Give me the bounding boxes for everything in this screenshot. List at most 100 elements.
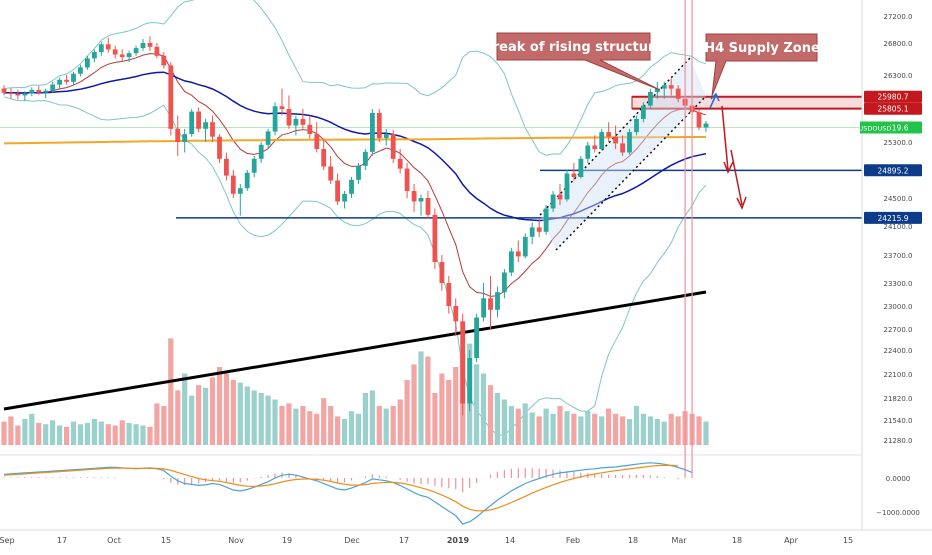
candle-body: [85, 58, 90, 68]
price-tick-label: 21820.0: [884, 395, 913, 403]
volume-bar: [265, 395, 271, 445]
volume-bar: [126, 422, 132, 445]
volume-bar: [362, 393, 368, 445]
volume-bar: [147, 426, 153, 445]
channel-lower: [555, 95, 707, 251]
price-tick-label: 21540.0: [884, 417, 913, 425]
trend-line: [3, 290, 707, 411]
candle-body: [627, 132, 632, 153]
long-term-trend-line: [3, 290, 707, 411]
volume-bar: [557, 406, 563, 445]
volume-bar: [182, 373, 188, 445]
candle-body: [502, 272, 507, 293]
price-tick-label: 23700.0: [884, 252, 913, 260]
volume-bar: [286, 403, 292, 445]
annotation-supply-zone[interactable]: H4 Supply Zone: [704, 33, 820, 97]
price-tick-label: 22100.0: [884, 371, 913, 379]
candle-body: [224, 158, 229, 176]
price-tick-label: 24500.0: [884, 195, 913, 203]
candle-body: [363, 151, 368, 166]
candle-body: [78, 67, 83, 74]
volume-bar: [543, 408, 549, 445]
volume-bar: [1, 421, 7, 445]
time-tick-label: 18: [732, 536, 742, 545]
candle-body: [481, 298, 486, 318]
volume-bar: [592, 413, 598, 445]
volume-bar: [425, 356, 431, 445]
candle-body: [217, 136, 222, 159]
candle-body: [293, 118, 299, 126]
candle-body: [258, 144, 264, 159]
volume-bar: [64, 426, 70, 445]
volume-bar: [494, 393, 500, 445]
candle-body: [703, 123, 709, 128]
candle-body: [272, 106, 278, 132]
price-tick-label: 26300.0: [884, 72, 913, 80]
volume-bar: [244, 386, 250, 445]
candle-body: [8, 92, 14, 95]
price-tag-label: 25519.6: [877, 124, 908, 133]
volume-bar: [633, 406, 640, 445]
candle-body: [418, 198, 424, 202]
volume-bar: [383, 408, 389, 445]
candle-body: [175, 128, 181, 142]
time-tick-label: 17: [57, 536, 67, 545]
volume-bar: [522, 403, 528, 445]
annotation-box: [705, 33, 818, 97]
candle-body: [349, 179, 354, 194]
candle-body: [22, 93, 28, 96]
volume-bar: [258, 393, 264, 445]
candlesticks: [1, 36, 709, 416]
candle-body: [675, 88, 681, 99]
candle-body: [439, 262, 445, 283]
time-tick-label: Apr: [784, 536, 799, 545]
candle-body: [509, 251, 514, 273]
projection-arrows: [709, 92, 747, 210]
volume-bar: [230, 380, 236, 445]
time-tick-label: 17: [399, 536, 409, 545]
volume-bar: [223, 373, 229, 445]
annotation-break-of-structure[interactable]: Break of rising structure: [483, 32, 664, 91]
candle-body: [536, 227, 542, 232]
candle-body: [411, 191, 417, 202]
bollinger-bands: [3, 0, 707, 437]
candle-body: [286, 109, 292, 126]
price-tick-label: 26800.0: [884, 40, 913, 48]
volume-bar: [446, 380, 452, 445]
candle-body: [64, 79, 69, 82]
candle-body: [314, 134, 320, 149]
candle-body: [230, 175, 236, 194]
time-tick-label: Feb: [566, 536, 580, 545]
volume-bar: [321, 398, 327, 445]
volume-bar: [189, 395, 195, 445]
price-tick-label: 21280.0: [884, 437, 913, 445]
candle-body: [383, 134, 389, 139]
volume-bar: [696, 416, 702, 445]
time-tick-label: 19: [282, 536, 292, 545]
candle-body: [606, 132, 612, 137]
candle-body: [98, 44, 104, 52]
volume-bar: [300, 406, 306, 445]
candle-body: [376, 113, 382, 139]
candle-body: [1, 88, 7, 93]
moving-averages: [3, 53, 707, 297]
volume-bar: [390, 406, 396, 445]
candle-body: [522, 236, 528, 257]
price-tick-label: 25300.0: [884, 139, 913, 147]
volume-bar: [578, 416, 584, 445]
candle-body: [189, 111, 195, 134]
candle-body: [140, 43, 146, 49]
candle-body: [648, 92, 653, 106]
candle-body: [467, 358, 473, 404]
candle-body: [543, 208, 549, 232]
volume-bar: [335, 416, 341, 445]
volume-bar: [606, 408, 612, 445]
candle-body: [210, 122, 215, 137]
candle-body: [460, 321, 466, 404]
volume-bar: [675, 416, 681, 445]
candle-body: [515, 251, 521, 257]
candle-body: [488, 298, 493, 310]
